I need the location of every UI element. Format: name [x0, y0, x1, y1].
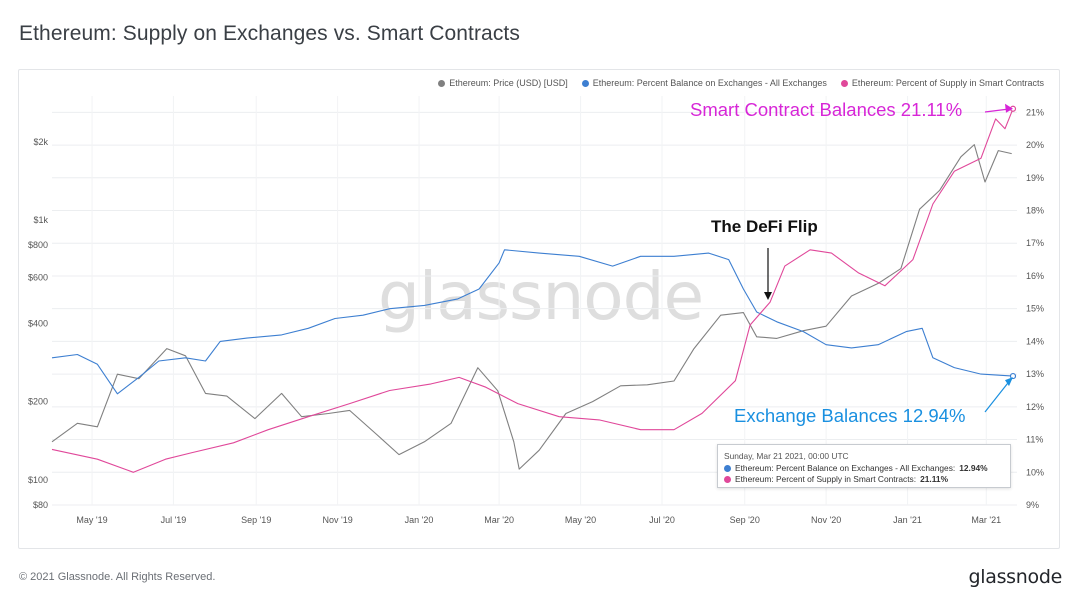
- legend-item-price[interactable]: Ethereum: Price (USD) [USD]: [438, 78, 568, 88]
- y-right-tick-label: 15%: [1026, 304, 1044, 314]
- y-right-tick-label: 19%: [1026, 173, 1044, 183]
- x-tick-label: Nov '19: [323, 515, 353, 525]
- y-right-tick-label: 11%: [1026, 435, 1043, 445]
- tooltip-smart-contracts-value: 21.11%: [920, 474, 949, 484]
- legend-exchanges-label: Ethereum: Percent Balance on Exchanges -…: [592, 78, 827, 88]
- x-tick-label: May '19: [76, 515, 107, 525]
- y-left-tick-label: $80: [33, 500, 48, 510]
- x-tick-label: Jan '21: [893, 515, 922, 525]
- y-left-tick-label: $800: [28, 240, 48, 250]
- glassnode-watermark: glassnode: [378, 258, 704, 335]
- chart-tooltip: Sunday, Mar 21 2021, 00:00 UTC Ethereum:…: [717, 444, 1011, 488]
- x-tick-label: Sep '20: [730, 515, 760, 525]
- tooltip-row-exchanges: Ethereum: Percent Balance on Exchanges -…: [724, 463, 1004, 474]
- chart-legend: Ethereum: Price (USD) [USD] Ethereum: Pe…: [438, 78, 1044, 88]
- x-tick-label: May '20: [565, 515, 596, 525]
- annotation-defi-flip: The DeFi Flip: [711, 217, 818, 236]
- x-tick-label: Mar '20: [484, 515, 514, 525]
- tooltip-row-smart-contracts: Ethereum: Percent of Supply in Smart Con…: [724, 474, 1004, 485]
- y-right-tick-label: 16%: [1026, 271, 1044, 281]
- y-right-tick-label: 18%: [1026, 206, 1044, 216]
- chart-frame: [18, 69, 1060, 549]
- legend-item-exchanges[interactable]: Ethereum: Percent Balance on Exchanges -…: [581, 78, 827, 88]
- page-title: Ethereum: Supply on Exchanges vs. Smart …: [19, 22, 520, 45]
- defi-flip-arrowhead-icon: [764, 292, 772, 300]
- y-right-tick-label: 9%: [1026, 500, 1039, 510]
- y-left-tick-label: $1k: [33, 215, 48, 225]
- tooltip-exchanges-dot-icon: [724, 465, 731, 472]
- y-left-tick-label: $600: [28, 273, 48, 283]
- legend-price-dot-icon: [438, 79, 446, 87]
- legend-price-label: Ethereum: Price (USD) [USD]: [449, 78, 568, 88]
- tooltip-exchanges-value: 12.94%: [959, 463, 988, 473]
- y-right-tick-label: 17%: [1026, 238, 1044, 248]
- tooltip-date: Sunday, Mar 21 2021, 00:00 UTC: [724, 451, 849, 461]
- y-right-tick-label: 10%: [1026, 467, 1044, 477]
- series-exchanges-end-marker: [1009, 372, 1017, 380]
- y-left-tick-label: $100: [28, 475, 48, 485]
- smart-contract-arrowhead-icon: [1004, 103, 1013, 113]
- legend-smart-contracts-dot-icon: [840, 79, 848, 87]
- annotation-exchange-balances: Exchange Balances 12.94%: [734, 405, 966, 426]
- footer-copyright: © 2021 Glassnode. All Rights Reserved.: [19, 571, 216, 583]
- legend-exchanges-dot-icon: [581, 79, 589, 87]
- tooltip-smart-contracts-dot-icon: [724, 476, 731, 483]
- y-left-tick-label: $2k: [33, 137, 48, 147]
- y-right-tick-label: 20%: [1026, 140, 1044, 150]
- x-tick-label: Sep '19: [241, 515, 271, 525]
- tooltip-smart-contracts-label: Ethereum: Percent of Supply in Smart Con…: [735, 474, 917, 484]
- y-right-tick-label: 14%: [1026, 336, 1044, 346]
- annotation-smart-contract-balances: Smart Contract Balances 21.11%: [690, 99, 963, 120]
- series-smart-contracts-line[interactable]: [51, 108, 1014, 473]
- y-left-tick-label: $400: [28, 318, 48, 328]
- y-left-tick-label: $200: [28, 397, 48, 407]
- legend-smart-contracts-label: Ethereum: Percent of Supply in Smart Con…: [851, 78, 1044, 88]
- y-right-tick-label: 21%: [1026, 107, 1044, 117]
- series-exchanges-line[interactable]: [51, 249, 1014, 395]
- legend-item-smart-contracts[interactable]: Ethereum: Percent of Supply in Smart Con…: [840, 78, 1044, 88]
- series-price-line[interactable]: [51, 144, 1012, 470]
- x-tick-label: Nov '20: [811, 515, 841, 525]
- x-tick-label: Mar '21: [971, 515, 1001, 525]
- x-tick-label: Jul '20: [649, 515, 675, 525]
- x-tick-label: Jan '20: [405, 515, 434, 525]
- glassnode-logo[interactable]: glassnode: [968, 566, 1063, 588]
- y-right-tick-label: 12%: [1026, 402, 1044, 412]
- exchange-arrow: [984, 378, 1012, 413]
- exchange-arrowhead-icon: [1004, 377, 1013, 387]
- x-tick-label: Jul '19: [161, 515, 187, 525]
- tooltip-exchanges-label: Ethereum: Percent Balance on Exchanges -…: [735, 463, 956, 473]
- y-right-tick-label: 13%: [1026, 369, 1044, 379]
